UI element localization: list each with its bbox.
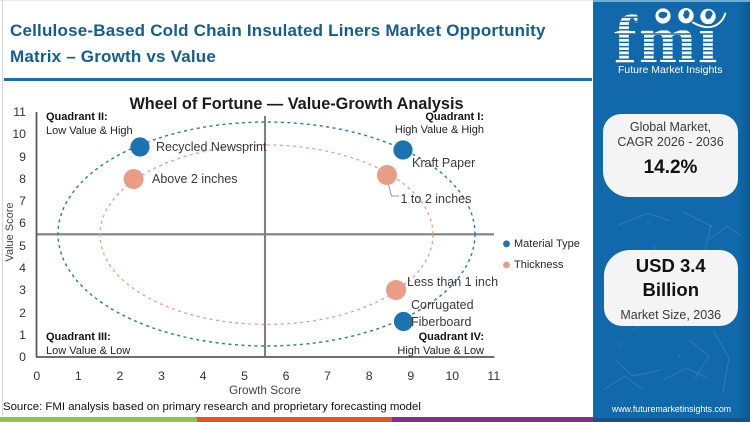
svg-text:Future Market Insights: Future Market Insights: [618, 64, 722, 76]
